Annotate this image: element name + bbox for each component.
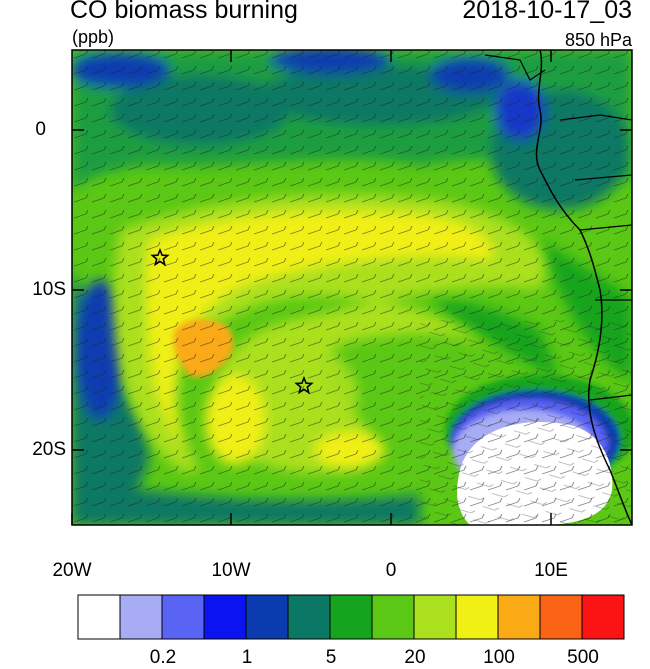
colorbar-swatch: [371, 594, 415, 640]
colorbar-swatch: [581, 594, 625, 640]
colorbar-label: 1: [241, 647, 253, 668]
map-title: CO biomass burning: [70, 0, 298, 24]
colorbar-label: 0.2: [149, 647, 177, 668]
x-tick-label: 0: [385, 560, 397, 581]
units-label: (ppb): [72, 27, 115, 47]
axis-ticks: [71, 50, 632, 525]
y-tick-label: 20S: [32, 439, 66, 460]
x-tick-label: 10E: [534, 560, 568, 581]
colorbar-swatch: [203, 594, 247, 640]
star-marker-center: [294, 375, 314, 395]
colorbar-swatch: [497, 594, 541, 640]
map-frame: [71, 49, 633, 526]
colorbar-label: 500: [567, 647, 599, 668]
pressure-level-label: 850 hPa: [564, 30, 632, 50]
colorbar-swatch: [329, 594, 373, 640]
colorbar-label: 20: [404, 647, 426, 668]
colorbar-swatch: [161, 594, 205, 640]
colorbar-swatch: [245, 594, 289, 640]
co-concentration-field: [72, 50, 632, 525]
colorbar-swatch: [287, 594, 331, 640]
y-tick-label: 0: [35, 119, 46, 140]
y-tick-label: 10S: [32, 279, 66, 300]
colorbar: [77, 594, 625, 640]
colorbar-label: 5: [325, 647, 337, 668]
star-marker-west: [150, 247, 170, 267]
datetime-label: 2018-10-17_03: [462, 0, 632, 24]
colorbar-label: 100: [483, 647, 515, 668]
colorbar-swatch: [119, 594, 163, 640]
colorbar-swatch: [455, 594, 499, 640]
colorbar-swatch: [413, 594, 457, 640]
colorbar-swatch: [77, 594, 121, 640]
x-tick-label: 20W: [52, 560, 92, 581]
colorbar-swatch: [539, 594, 583, 640]
x-tick-label: 10W: [211, 560, 251, 581]
